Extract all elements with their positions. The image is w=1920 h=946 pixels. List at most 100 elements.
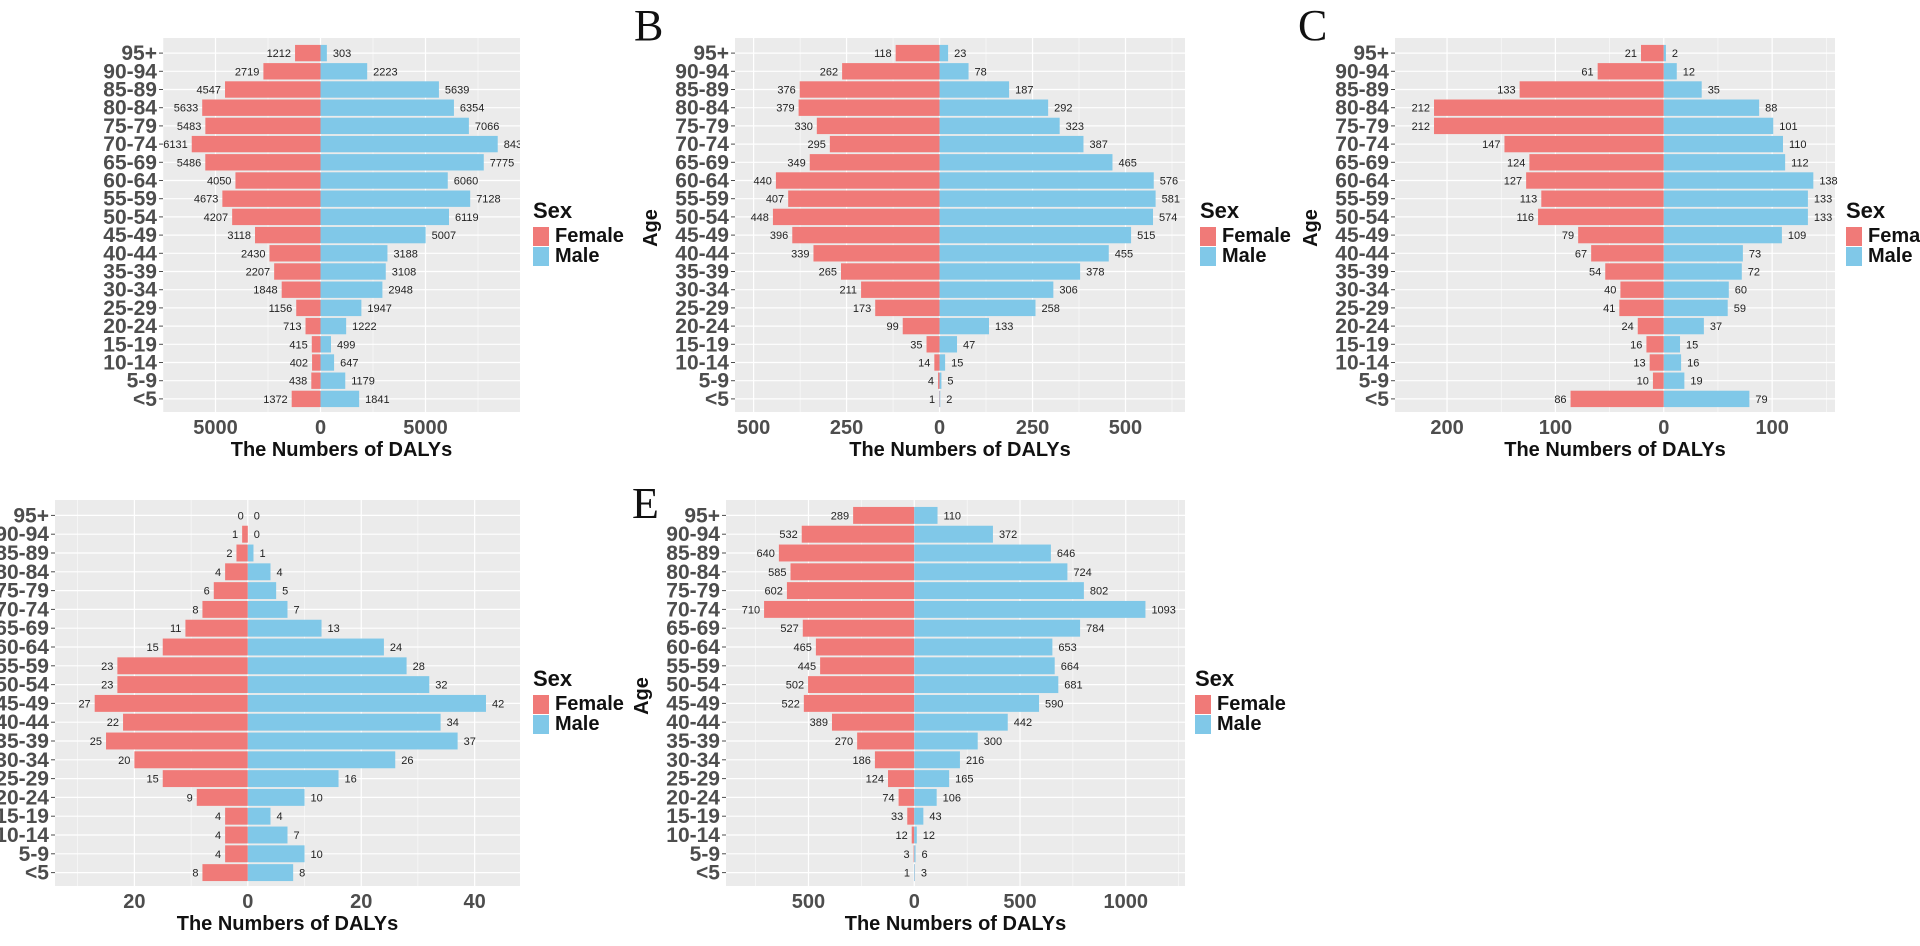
bar-female	[1570, 390, 1664, 408]
bar-male	[914, 694, 1040, 712]
data-label-male: 724	[1073, 567, 1091, 579]
data-label-female: 20	[118, 755, 130, 767]
bar-female	[311, 336, 321, 353]
data-label-female: 99	[886, 321, 898, 333]
data-label-female: 402	[290, 358, 308, 370]
data-label-male: 802	[1090, 586, 1108, 598]
data-label-female: 4673	[194, 194, 218, 206]
data-label-male: 60	[1735, 285, 1747, 297]
y-tick-label: 5-9	[19, 843, 49, 866]
x-tick-label: 500	[1003, 891, 1036, 913]
bar-male	[914, 732, 978, 750]
bar-male	[914, 600, 1146, 618]
legend-label-female: Female	[1868, 224, 1920, 247]
bar-female	[222, 190, 321, 207]
data-label-male: 78	[975, 66, 987, 78]
data-label-male: 1841	[365, 394, 389, 406]
y-tick-label: 45-49	[103, 224, 157, 247]
data-label-female: 25	[90, 736, 102, 748]
y-tick-label: 95+	[684, 504, 720, 527]
x-tick-label: 0	[242, 891, 253, 913]
data-label-female: 5483	[177, 121, 201, 133]
data-label-male: 0	[254, 510, 260, 522]
y-tick-label: 15-19	[103, 333, 157, 356]
y-tick-label: 10-14	[0, 824, 49, 847]
x-tick-label: 250	[830, 417, 863, 439]
data-label-male: 442	[1014, 717, 1032, 729]
x-tick-label: 0	[934, 417, 945, 439]
bar-female	[775, 172, 940, 189]
data-label-female: 5633	[174, 103, 198, 115]
data-label-male: 455	[1115, 248, 1133, 260]
bar-male	[914, 676, 1059, 694]
legend-a: Sex Female Male	[533, 198, 624, 267]
bar-male	[320, 317, 347, 335]
data-label-male: 4	[276, 811, 282, 823]
bar-female	[1646, 336, 1664, 353]
data-label-female: 396	[770, 230, 788, 242]
bar-male	[1663, 226, 1782, 244]
y-tick-label: 95+	[13, 504, 49, 527]
data-label-male: 37	[1710, 321, 1722, 333]
bar-male	[247, 676, 430, 694]
data-label-female: 295	[807, 139, 825, 151]
bar-male	[247, 694, 486, 712]
legend-c: Sex Female Male	[1846, 198, 1920, 267]
data-label-male: 16	[345, 774, 357, 786]
bar-female	[809, 154, 940, 171]
data-label-male: 15	[1686, 339, 1698, 351]
data-label-male: 37	[464, 736, 476, 748]
data-label-female: 212	[1412, 121, 1430, 133]
bar-male	[1663, 372, 1685, 389]
bar-male	[939, 354, 946, 371]
data-label-male: 590	[1045, 698, 1063, 710]
data-label-female: 40	[1604, 285, 1616, 297]
bar-female	[772, 208, 940, 226]
bar-male	[320, 208, 449, 226]
bar-female	[799, 81, 940, 98]
bar-male	[320, 135, 498, 153]
data-label-male: 6	[922, 849, 928, 861]
data-label-female: 212	[1412, 103, 1430, 115]
bar-male	[914, 582, 1084, 600]
bar-male	[939, 336, 958, 353]
panel-letter-e: E	[632, 479, 659, 528]
bar-female	[788, 190, 940, 207]
y-tick-label: 50-54	[0, 674, 49, 697]
data-label-male: 7066	[475, 121, 499, 133]
bar-female	[898, 788, 915, 806]
bar-male	[914, 770, 950, 788]
data-label-female: 124	[1507, 157, 1525, 169]
bar-male	[914, 619, 1081, 637]
data-label-male: 8439	[504, 139, 520, 151]
bar-female	[263, 63, 321, 80]
x-tick-label: 1000	[1104, 891, 1149, 913]
y-tick-label: 35-39	[103, 261, 157, 284]
bar-male	[247, 732, 458, 750]
pyramid-chart-a: 1212 303 95+ 2719 2223 90-94 4547 5639 85-89 5633…	[103, 38, 520, 461]
bar-female	[205, 154, 321, 171]
x-tick-label: 500	[1109, 417, 1142, 439]
bar-male	[1663, 245, 1743, 262]
y-tick-label: 30-34	[1335, 279, 1389, 302]
legend-d: Sex Female Male	[533, 666, 624, 735]
bar-male	[1663, 354, 1682, 371]
y-tick-label: 30-34	[103, 279, 157, 302]
x-tick-label: 0	[315, 417, 326, 439]
data-label-female: 407	[766, 194, 784, 206]
data-label-female: 465	[794, 642, 812, 654]
data-label-female: 41	[1603, 303, 1615, 315]
data-label-female: 6	[204, 586, 210, 598]
y-tick-label: 70-74	[103, 133, 157, 156]
data-label-male: 12	[923, 830, 935, 842]
data-label-male: 4	[276, 567, 282, 579]
data-label-male: 47	[963, 339, 975, 351]
bar-female	[1620, 281, 1664, 298]
data-label-male: 165	[955, 774, 973, 786]
data-label-male: 3188	[393, 248, 417, 260]
legend-item-male: Male	[1846, 245, 1920, 267]
data-label-male: 5	[282, 586, 288, 598]
x-tick-label: 5000	[193, 417, 238, 439]
bar-male	[1663, 263, 1742, 280]
bar-male	[320, 190, 471, 207]
